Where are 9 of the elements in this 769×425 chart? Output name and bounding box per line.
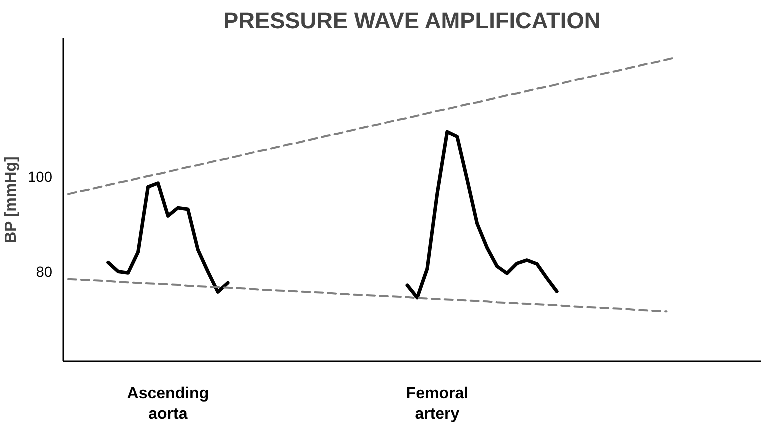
y-tick-label: 100 <box>28 170 53 186</box>
line-series <box>106 182 230 294</box>
line-series <box>67 278 668 313</box>
chart-title: PRESSURE WAVE AMPLIFICATION <box>223 8 601 34</box>
line-series <box>406 130 559 300</box>
x-tick-label: Ascending aorta <box>127 386 210 423</box>
x-tick-label: Femoral artery <box>406 386 469 423</box>
y-tick-label: 80 <box>36 264 53 281</box>
y-axis-title: BP [mmHg] <box>3 156 20 244</box>
